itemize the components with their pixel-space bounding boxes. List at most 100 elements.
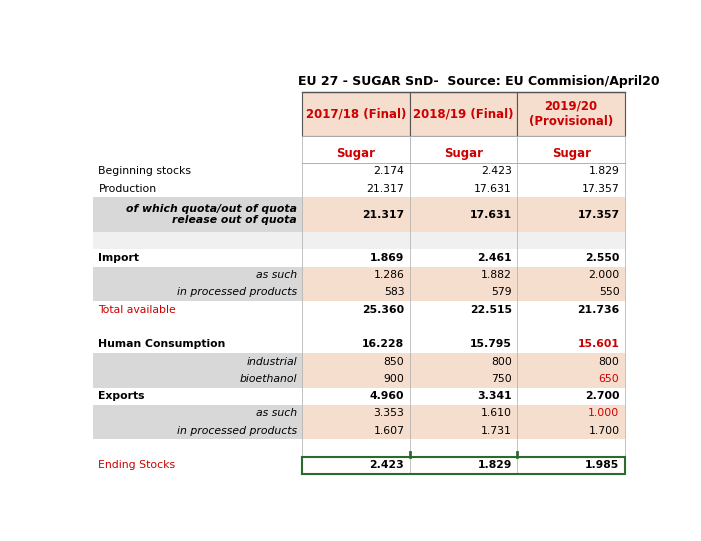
- Text: 1.000: 1.000: [588, 408, 620, 419]
- Bar: [517, 180, 625, 197]
- Text: Import: Import: [98, 253, 139, 263]
- Text: 1.610: 1.610: [481, 408, 512, 419]
- Bar: [93, 405, 302, 422]
- Text: 900: 900: [383, 374, 404, 384]
- Bar: [302, 335, 410, 353]
- Text: 1.829: 1.829: [477, 460, 512, 470]
- Bar: [517, 422, 625, 439]
- Bar: [302, 439, 410, 457]
- Bar: [302, 370, 410, 387]
- Bar: [517, 301, 625, 319]
- Text: of which quota/out of quota
release out of quota: of which quota/out of quota release out …: [125, 204, 297, 226]
- Bar: [410, 249, 517, 267]
- Bar: [302, 163, 410, 180]
- Bar: [93, 197, 302, 232]
- Text: Human Consumption: Human Consumption: [98, 339, 226, 349]
- Text: 1.286: 1.286: [374, 270, 404, 280]
- Bar: [410, 197, 517, 232]
- Bar: [302, 197, 410, 232]
- Text: in processed products: in processed products: [177, 287, 297, 298]
- Bar: [93, 439, 302, 457]
- Bar: [302, 136, 410, 163]
- Bar: [410, 267, 517, 284]
- Bar: [302, 301, 410, 319]
- Text: 15.601: 15.601: [578, 339, 620, 349]
- Bar: [410, 335, 517, 353]
- Bar: [93, 249, 302, 267]
- Text: 21.736: 21.736: [577, 305, 620, 315]
- Text: 850: 850: [383, 357, 404, 367]
- Text: 579: 579: [491, 287, 512, 298]
- Text: industrial: industrial: [246, 357, 297, 367]
- Bar: [302, 180, 410, 197]
- Text: 17.357: 17.357: [582, 184, 620, 194]
- Bar: [410, 319, 517, 335]
- Bar: [410, 232, 517, 249]
- Text: 650: 650: [599, 374, 620, 384]
- Text: 2.423: 2.423: [369, 460, 404, 470]
- Bar: [517, 284, 625, 301]
- Bar: [93, 387, 302, 405]
- Text: 2.000: 2.000: [588, 270, 620, 280]
- Bar: [302, 405, 410, 422]
- Text: 2019/20
(Provisional): 2019/20 (Provisional): [529, 100, 613, 128]
- Bar: [517, 439, 625, 457]
- Bar: [302, 92, 410, 136]
- Text: 21.317: 21.317: [367, 184, 404, 194]
- Text: 2.174: 2.174: [374, 167, 404, 176]
- Bar: [93, 180, 302, 197]
- Bar: [410, 284, 517, 301]
- Bar: [410, 370, 517, 387]
- Bar: [410, 180, 517, 197]
- Text: 17.357: 17.357: [578, 210, 620, 220]
- Bar: [517, 267, 625, 284]
- Bar: [93, 353, 302, 370]
- Bar: [302, 232, 410, 249]
- Text: 1.985: 1.985: [585, 460, 620, 470]
- Bar: [93, 267, 302, 284]
- Text: Sugar: Sugar: [444, 147, 483, 160]
- Text: 2017/18 (Final): 2017/18 (Final): [306, 107, 406, 120]
- Bar: [410, 387, 517, 405]
- Bar: [410, 422, 517, 439]
- Text: 583: 583: [383, 287, 404, 298]
- Text: 2018/19 (Final): 2018/19 (Final): [414, 107, 514, 120]
- Bar: [517, 370, 625, 387]
- Bar: [302, 249, 410, 267]
- Text: as such: as such: [256, 270, 297, 280]
- Bar: [93, 284, 302, 301]
- Text: as such: as such: [256, 408, 297, 419]
- Text: Sugar: Sugar: [552, 147, 591, 160]
- Bar: [410, 163, 517, 180]
- Text: Exports: Exports: [98, 391, 145, 401]
- Text: Production: Production: [98, 184, 156, 194]
- Text: 25.360: 25.360: [362, 305, 404, 315]
- Bar: [302, 457, 410, 474]
- Bar: [517, 387, 625, 405]
- Text: Sugar: Sugar: [336, 147, 376, 160]
- Text: 17.631: 17.631: [470, 210, 512, 220]
- Text: 3.353: 3.353: [374, 408, 404, 419]
- Bar: [517, 163, 625, 180]
- Bar: [517, 197, 625, 232]
- Bar: [410, 301, 517, 319]
- Text: Total available: Total available: [98, 305, 176, 315]
- Bar: [517, 249, 625, 267]
- Bar: [302, 267, 410, 284]
- Text: 4.960: 4.960: [370, 391, 404, 401]
- Bar: [93, 163, 302, 180]
- Text: 22.515: 22.515: [470, 305, 512, 315]
- Bar: [517, 335, 625, 353]
- Bar: [93, 301, 302, 319]
- Bar: [302, 319, 410, 335]
- Bar: [302, 387, 410, 405]
- Text: 15.795: 15.795: [470, 339, 512, 349]
- Bar: [302, 422, 410, 439]
- Bar: [410, 439, 517, 457]
- Text: 2.550: 2.550: [585, 253, 620, 263]
- Bar: [302, 284, 410, 301]
- Bar: [410, 353, 517, 370]
- Text: 750: 750: [491, 374, 512, 384]
- Bar: [93, 232, 302, 249]
- Bar: [93, 335, 302, 353]
